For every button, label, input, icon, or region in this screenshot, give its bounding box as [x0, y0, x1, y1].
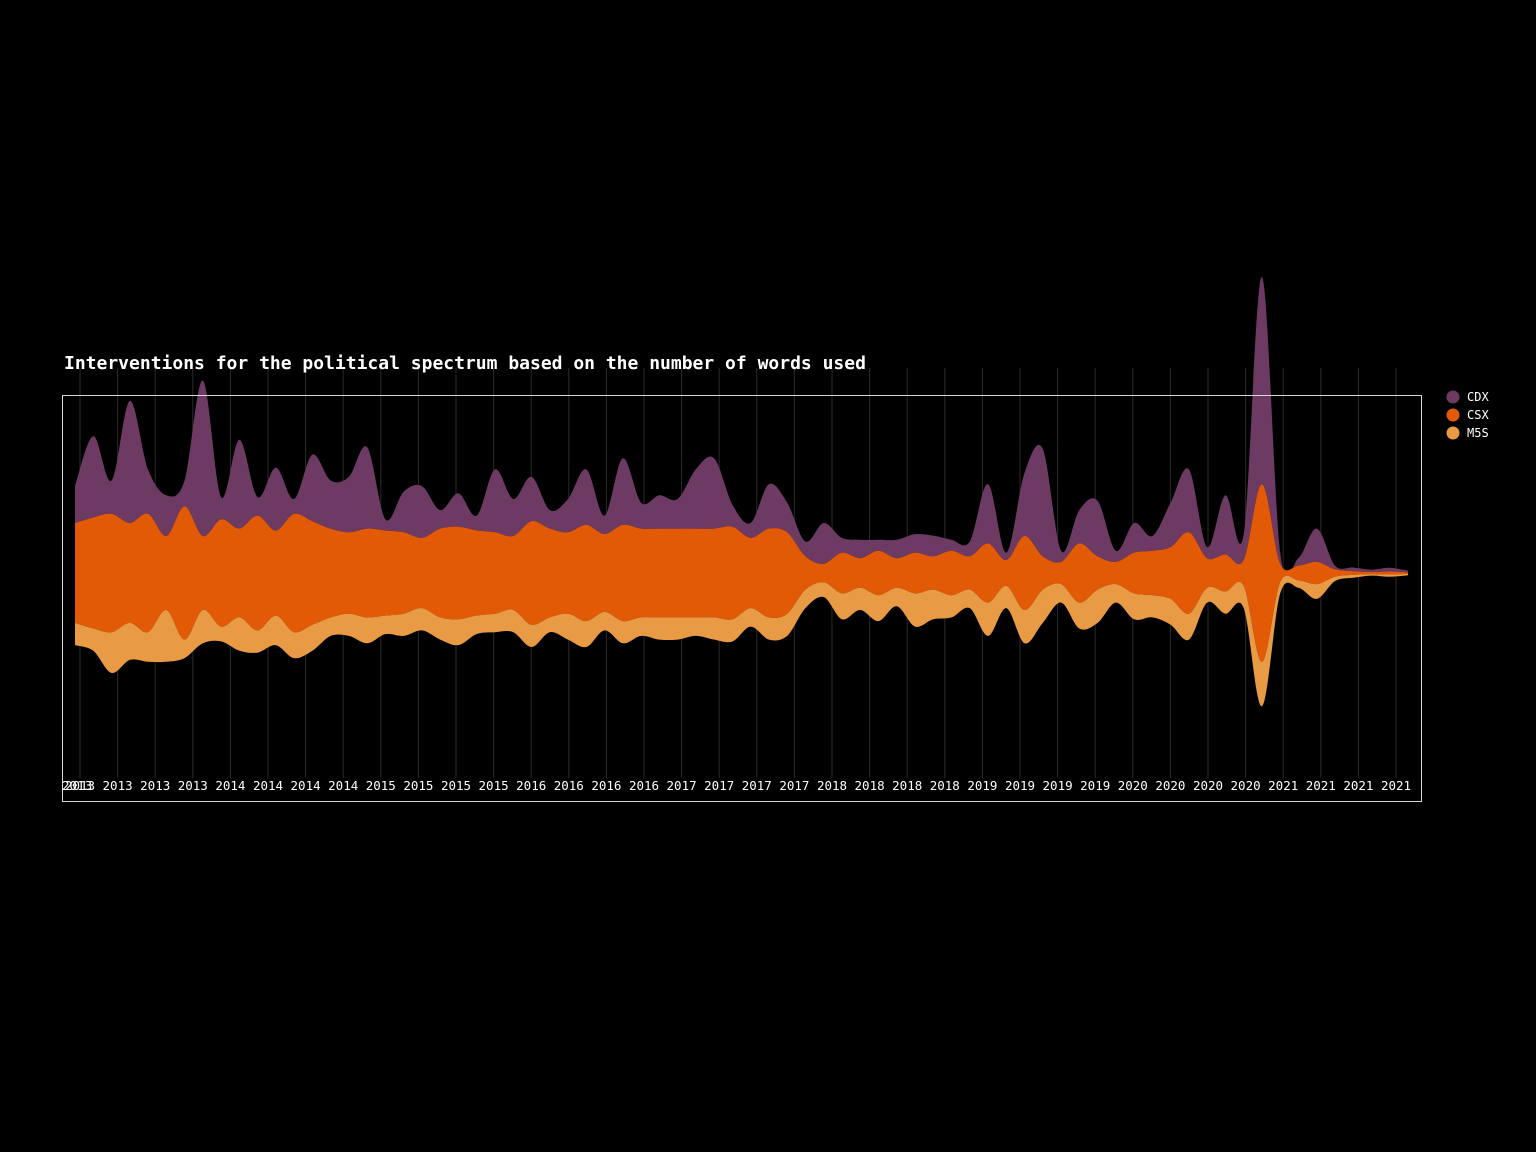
x-tick-label: 2015 [441, 778, 471, 793]
x-tick-label: 2021 [1268, 778, 1298, 793]
x-tick-label: 2018 [892, 778, 922, 793]
legend-swatch-csx [1446, 408, 1460, 422]
plot-frame [62, 395, 1422, 802]
x-tick-label: 2020 [1155, 778, 1185, 793]
legend-label-m5s: M5S [1467, 426, 1489, 440]
x-tick-label: 2020 [1193, 778, 1223, 793]
x-tick-label: 2018 [855, 778, 885, 793]
chart-title: Interventions for the political spectrum… [64, 353, 866, 374]
x-tick-label: 2015 [366, 778, 396, 793]
x-tick-label: 2014 [328, 778, 358, 793]
x-tick-label: 2018 [930, 778, 960, 793]
legend-swatch-cdx [1446, 390, 1460, 404]
x-tick-label: 2016 [591, 778, 621, 793]
stream-cdx [75, 276, 1408, 577]
x-tick-label: 2014 [215, 778, 245, 793]
stream-m5s [75, 573, 1408, 707]
x-axis-ticks: 2013 2013 2013 2013 2014 2014 2014 2014 2015 2015… [62, 778, 1411, 793]
x-tick-label: 2016 [516, 778, 546, 793]
x-tick-label: 2013 [178, 778, 208, 793]
legend-swatch-m5s [1446, 426, 1460, 440]
x-tick-label: 2021 [1306, 778, 1336, 793]
x-tick-label: 2019 [1080, 778, 1110, 793]
x-tick-label: 2015 [479, 778, 509, 793]
stream-csx [75, 484, 1408, 662]
x-tick-label: 2019 [1005, 778, 1035, 793]
x-tick-label: 2018 [817, 778, 847, 793]
x-tick-label: 2021 [1381, 778, 1411, 793]
x-tick-label: 2019 [967, 778, 997, 793]
legend: CDX CSX M5S [1446, 390, 1489, 440]
x-tick-label: 2019 [1043, 778, 1073, 793]
x-tick-label: 2020 [1118, 778, 1148, 793]
x-tick-label: 2021 [1343, 778, 1373, 793]
x-tick-label: 2017 [779, 778, 809, 793]
x-tick-label: 2013 [65, 778, 95, 793]
x-tick-label: 2016 [629, 778, 659, 793]
x-tick-label: 2020 [1231, 778, 1261, 793]
legend-label-cdx: CDX [1467, 390, 1489, 404]
x-tick-label: 2017 [667, 778, 697, 793]
x-tick-label: 2013 [62, 778, 92, 793]
x-tick-label: 2015 [403, 778, 433, 793]
stream-layer [75, 276, 1408, 707]
x-tick-label: 2013 [103, 778, 133, 793]
legend-label-csx: CSX [1467, 408, 1489, 422]
x-tick-label: 2017 [742, 778, 772, 793]
x-tick-label: 2016 [554, 778, 584, 793]
x-tick-label: 2014 [291, 778, 321, 793]
x-tick-label: 2013 [140, 778, 170, 793]
x-tick-label: 2014 [253, 778, 283, 793]
x-tick-label: 2017 [704, 778, 734, 793]
